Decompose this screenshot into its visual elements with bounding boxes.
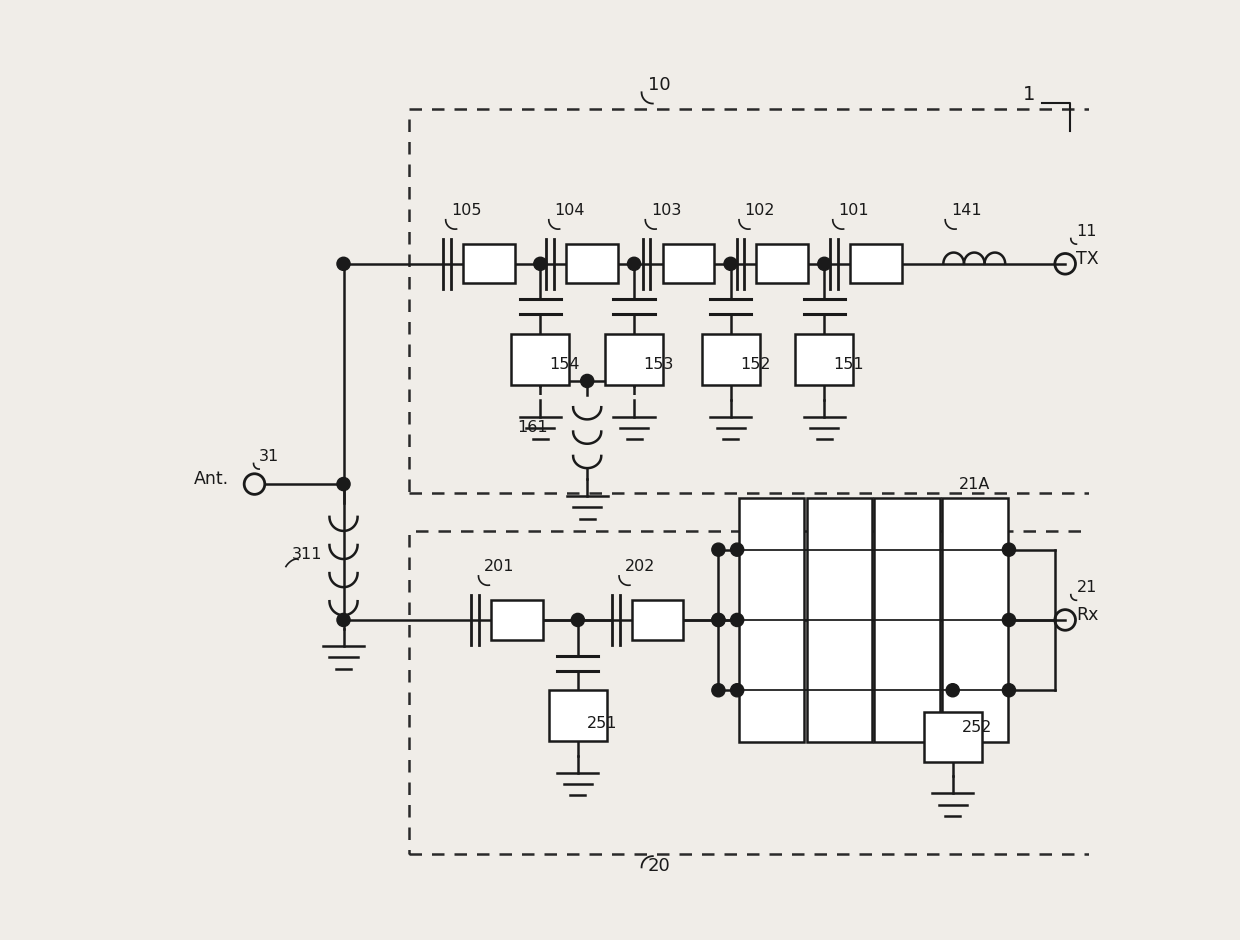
Bar (409, 531, 1112, 854)
Bar (702, 334, 760, 384)
Text: 101: 101 (838, 203, 869, 218)
Text: 104: 104 (554, 203, 585, 218)
Text: 102: 102 (745, 203, 775, 218)
Text: 201: 201 (484, 559, 515, 574)
Bar (756, 244, 808, 284)
Circle shape (337, 478, 350, 491)
Bar (549, 690, 606, 741)
Bar (662, 244, 714, 284)
Text: 311: 311 (291, 547, 322, 562)
Text: 202: 202 (625, 559, 655, 574)
Bar (806, 498, 872, 742)
Bar (605, 334, 663, 384)
Text: 10: 10 (649, 76, 671, 94)
Bar (567, 244, 618, 284)
Bar (491, 601, 543, 639)
Circle shape (712, 614, 725, 627)
Circle shape (712, 683, 725, 697)
Bar (924, 712, 982, 762)
Circle shape (730, 614, 744, 627)
Text: 21: 21 (1076, 580, 1097, 595)
Bar (874, 498, 940, 742)
Circle shape (724, 258, 737, 271)
Circle shape (1002, 683, 1016, 697)
Bar (596, 395, 672, 451)
Text: TX: TX (1076, 250, 1099, 268)
Circle shape (730, 543, 744, 556)
Text: 1: 1 (1023, 85, 1035, 103)
Text: 152: 152 (740, 357, 770, 372)
Bar (409, 109, 1112, 494)
Text: Rx: Rx (1076, 606, 1099, 624)
Bar (851, 244, 901, 284)
Bar (739, 498, 804, 742)
Circle shape (533, 258, 547, 271)
Circle shape (627, 258, 641, 271)
Circle shape (580, 374, 594, 387)
Text: 153: 153 (644, 357, 673, 372)
Circle shape (1002, 614, 1016, 627)
Circle shape (1002, 543, 1016, 556)
Bar (942, 498, 1008, 742)
Text: 20: 20 (649, 857, 671, 875)
Text: 161: 161 (517, 419, 548, 434)
Bar (463, 244, 515, 284)
Text: 31: 31 (259, 448, 279, 463)
Text: 154: 154 (549, 357, 580, 372)
Circle shape (946, 683, 960, 697)
Text: 151: 151 (833, 357, 864, 372)
Circle shape (337, 258, 350, 271)
Bar (503, 395, 578, 451)
Text: 251: 251 (588, 715, 618, 730)
Circle shape (712, 543, 725, 556)
Text: 103: 103 (651, 203, 681, 218)
Bar (511, 334, 569, 384)
Circle shape (337, 614, 350, 627)
Text: 252: 252 (962, 720, 992, 735)
Text: 105: 105 (451, 203, 482, 218)
Bar (795, 334, 853, 384)
Circle shape (817, 258, 831, 271)
Circle shape (572, 614, 584, 627)
Text: Ant.: Ant. (193, 470, 228, 489)
Text: 21A: 21A (959, 477, 991, 492)
Circle shape (712, 614, 725, 627)
Circle shape (730, 683, 744, 697)
Bar (631, 601, 683, 639)
Text: 141: 141 (951, 203, 982, 218)
Text: 11: 11 (1076, 224, 1097, 239)
